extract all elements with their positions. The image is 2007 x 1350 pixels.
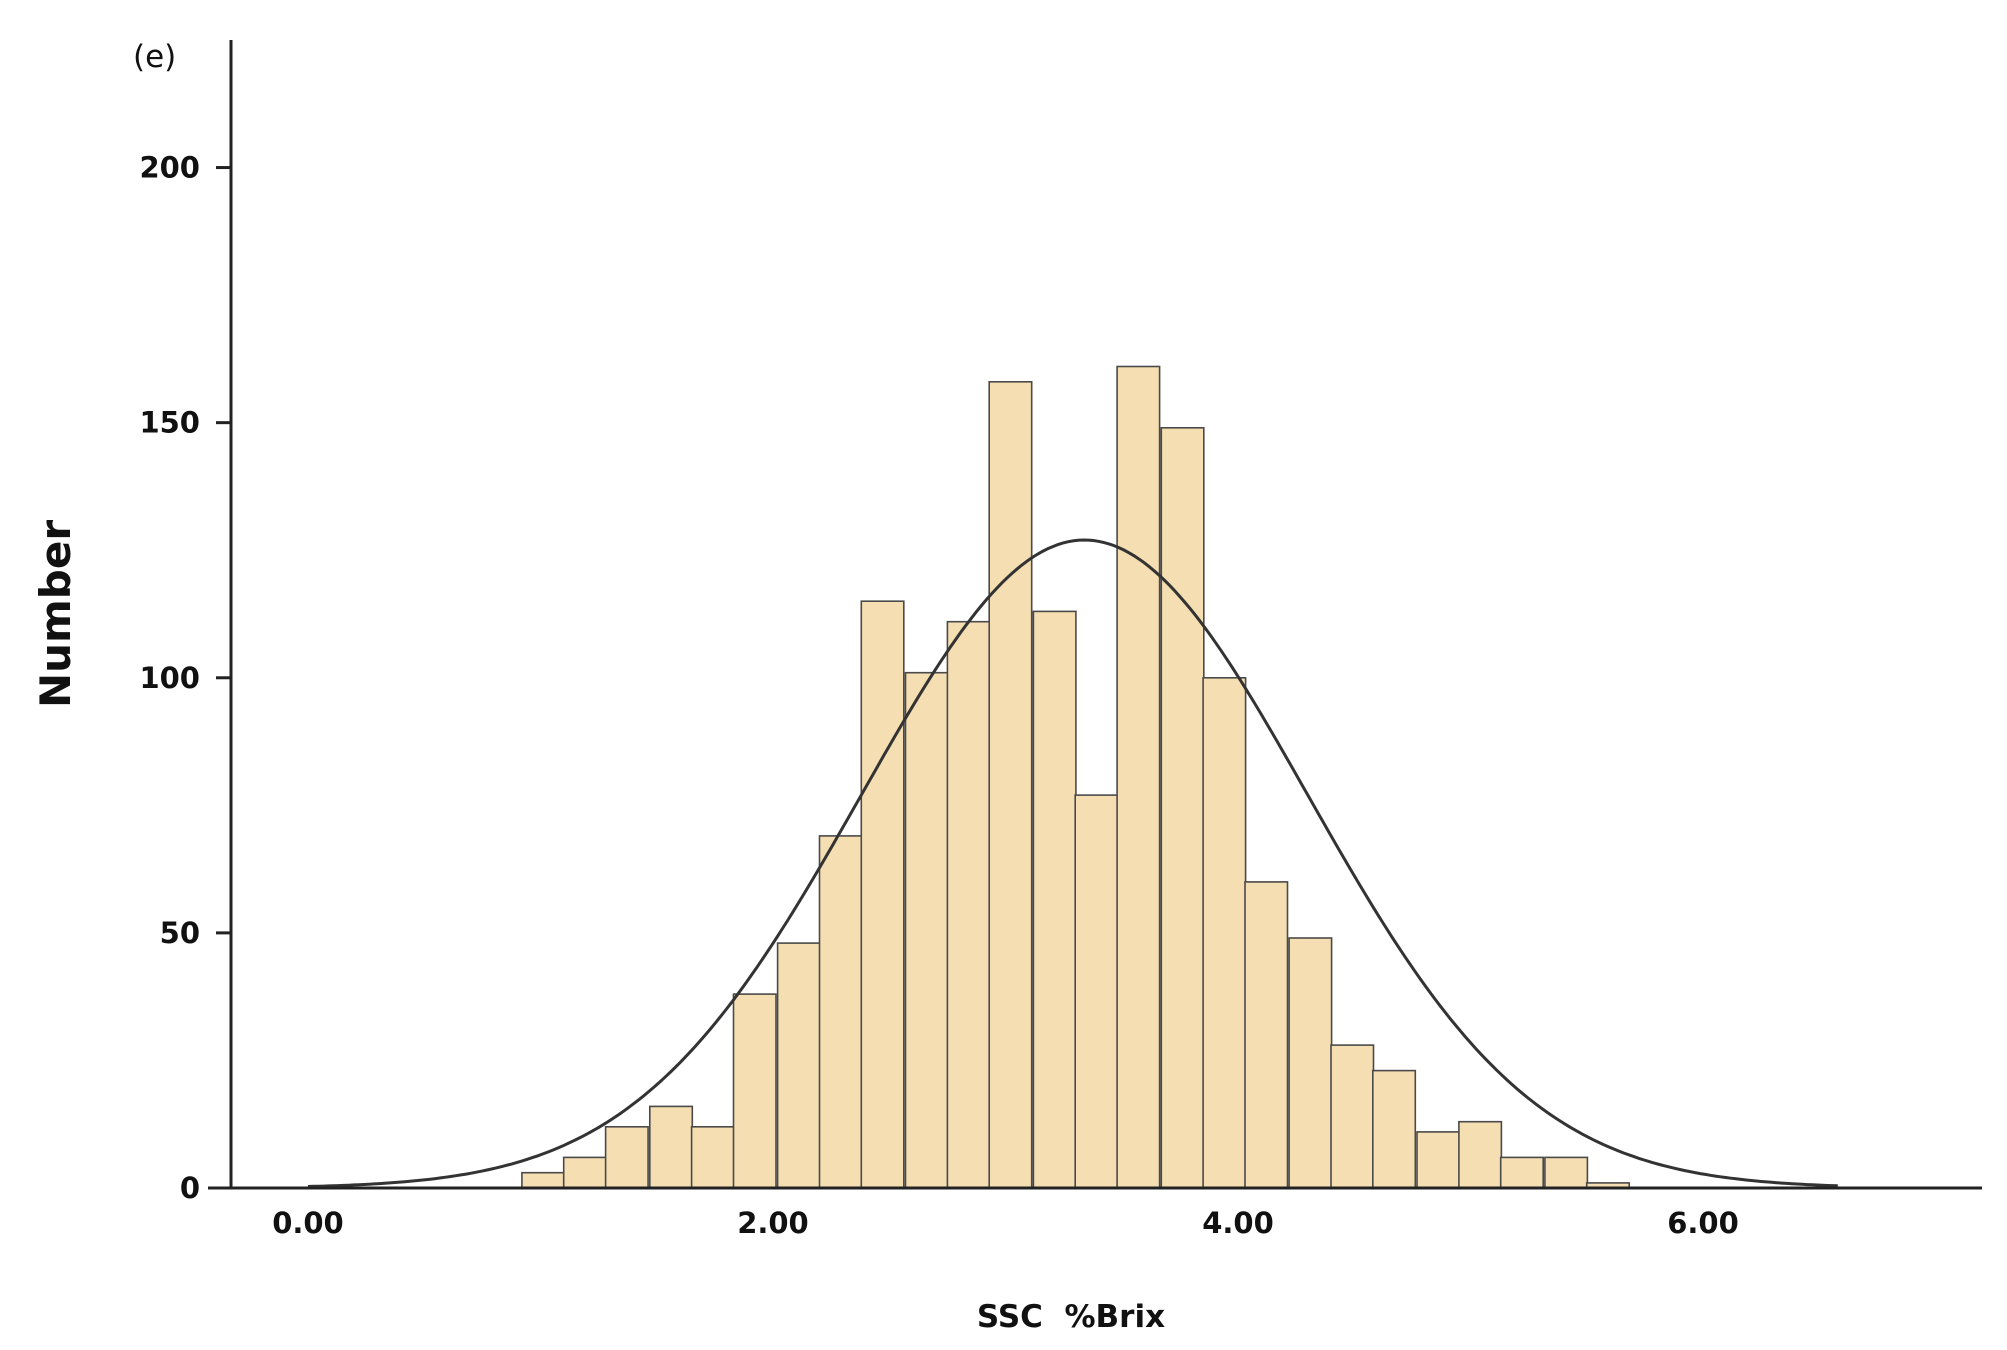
x-tick-label: 6.00 — [1667, 1206, 1739, 1240]
normal-curve — [307, 538, 1838, 1188]
histogram-bar — [1544, 1156, 1589, 1189]
y-tick-label: 200 — [139, 151, 200, 185]
histogram-bar — [1499, 1156, 1544, 1189]
histogram-bar — [732, 993, 777, 1189]
histogram-bar — [1288, 937, 1333, 1189]
x-tick-label: 2.00 — [737, 1206, 809, 1240]
y-tick-label: 150 — [139, 406, 200, 440]
histogram-bar — [604, 1126, 649, 1189]
histogram-bar — [860, 600, 905, 1189]
y-tick-label: 50 — [160, 916, 200, 950]
x-ticks-group: 0.00 2.00 4.00 6.00 — [272, 1206, 1739, 1240]
histogram-bar — [648, 1105, 694, 1189]
histogram-bar — [1074, 794, 1119, 1189]
histogram-bar — [1458, 1120, 1503, 1189]
histogram-bar — [1202, 676, 1247, 1189]
histogram-bar — [988, 380, 1033, 1189]
histogram-bar — [818, 835, 863, 1189]
histogram-bar — [562, 1156, 608, 1189]
x-tick-label: 0.00 — [272, 1206, 344, 1240]
histogram-bar — [1116, 365, 1161, 1189]
y-tick-label: 0 — [180, 1171, 200, 1205]
y-axis-title: Number — [31, 520, 80, 708]
x-axis-title: SSC %Brix — [977, 1299, 1165, 1335]
panel-label: (e) — [133, 39, 176, 75]
histogram-bar — [1416, 1131, 1461, 1189]
y-tick-label: 100 — [139, 661, 200, 695]
histogram-bar — [776, 942, 821, 1189]
histogram-bar — [946, 620, 991, 1189]
x-tick-label: 4.00 — [1202, 1206, 1274, 1240]
histogram-bar — [521, 1171, 566, 1189]
y-ticks-group: 0 50 100 150 200 — [139, 151, 231, 1205]
histogram-bar — [1160, 426, 1205, 1189]
histogram-bar — [1032, 610, 1077, 1189]
bars-group — [521, 365, 1630, 1189]
histogram-bar — [1244, 881, 1289, 1189]
histogram-bar — [1330, 1044, 1375, 1189]
histogram-bar — [1372, 1069, 1417, 1189]
histogram-bar — [690, 1126, 735, 1189]
histogram-bar — [904, 671, 949, 1189]
